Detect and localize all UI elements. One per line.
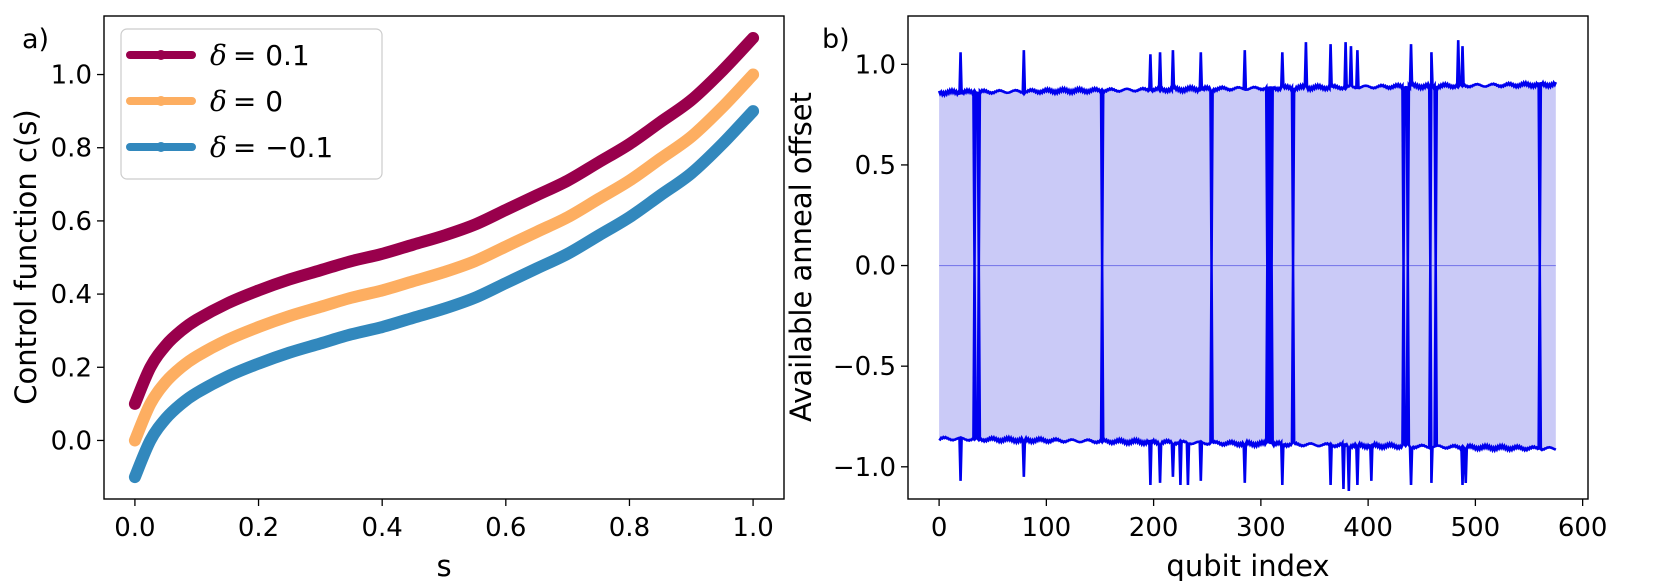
x-tick-label: 400 xyxy=(1343,513,1393,543)
panel-a-y-ticks: 0.0 0.2 0.4 0.6 0.8 1.0 xyxy=(51,61,104,456)
y-tick-label: 0.4 xyxy=(51,280,92,310)
panel-a-legend: δ = 0.1 δ = 0 δ = −0.1 xyxy=(120,28,383,180)
panel-a-x-ticks: 0.0 0.2 0.4 0.6 0.8 1.0 xyxy=(114,499,774,543)
panel-b-y-axis-label: Available anneal offset xyxy=(784,92,818,422)
x-tick-label: 1.0 xyxy=(732,513,773,543)
legend-marker-1 xyxy=(156,96,166,106)
panel-a-axes-frame xyxy=(103,15,785,500)
legend-marker-2 xyxy=(156,142,166,152)
series-line-1 xyxy=(128,68,760,447)
panel-b-data-group xyxy=(937,40,1558,491)
x-tick-label: 600 xyxy=(1558,513,1608,543)
legend-label-1: δ = 0 xyxy=(210,85,283,118)
panel-a-plot: a) 0.0 0.2 0.4 0.6 0.8 1.0 0.0 0.2 0.4 0.6 0.8 1.0… xyxy=(9,15,785,581)
x-tick-label: 0.4 xyxy=(362,513,403,543)
series-line-2 xyxy=(128,105,760,484)
y-tick-label: 0.0 xyxy=(51,426,92,456)
y-tick-label: 0.5 xyxy=(855,151,896,181)
y-tick-label: 0.8 xyxy=(51,134,92,164)
panel-b-axes-frame xyxy=(907,15,1589,500)
x-tick-label: 0.6 xyxy=(485,513,526,543)
y-tick-label: −0.5 xyxy=(833,352,896,382)
panel-b-label: b) xyxy=(822,24,850,55)
series-line-0 xyxy=(128,31,760,410)
legend-box xyxy=(120,28,383,180)
y-tick-label: 0.6 xyxy=(51,207,92,237)
x-tick-label: 500 xyxy=(1451,513,1501,543)
x-tick-label: 0.8 xyxy=(609,513,650,543)
legend-marker-0 xyxy=(156,50,166,60)
legend-label-2: δ = −0.1 xyxy=(210,131,333,164)
legend-label-0: δ = 0.1 xyxy=(210,39,310,72)
panel-a-y-axis-label: Control function c(s) xyxy=(9,109,43,404)
x-tick-label: 100 xyxy=(1022,513,1072,543)
panel-a-series-group xyxy=(128,31,760,484)
x-tick-label: 200 xyxy=(1129,513,1179,543)
x-tick-label: 0.0 xyxy=(114,513,155,543)
panel-b-plot: b) 0 100 200 300 400 500 600 −1.0 −0.5 0.0 0.5 1.0… xyxy=(784,15,1608,581)
y-tick-label: −1.0 xyxy=(833,453,896,483)
x-tick-label: 0.2 xyxy=(238,513,279,543)
y-tick-label: 1.0 xyxy=(855,50,896,80)
y-tick-label: 1.0 xyxy=(51,61,92,91)
y-tick-label: 0.0 xyxy=(855,252,896,282)
y-tick-label: 0.2 xyxy=(51,353,92,383)
min-offset-line xyxy=(938,265,1557,491)
max-offset-line xyxy=(937,40,1558,266)
panel-b-x-axis-label: qubit index xyxy=(1166,549,1329,581)
panel-b-y-ticks: −1.0 −0.5 0.0 0.5 1.0 xyxy=(833,50,908,483)
x-tick-label: 300 xyxy=(1236,513,1286,543)
x-tick-label: 0 xyxy=(931,513,948,543)
panel-a-label: a) xyxy=(22,24,49,55)
panel-a-x-axis-label: s xyxy=(436,549,451,581)
panel-b-x-ticks: 0 100 200 300 400 500 600 xyxy=(931,499,1608,543)
